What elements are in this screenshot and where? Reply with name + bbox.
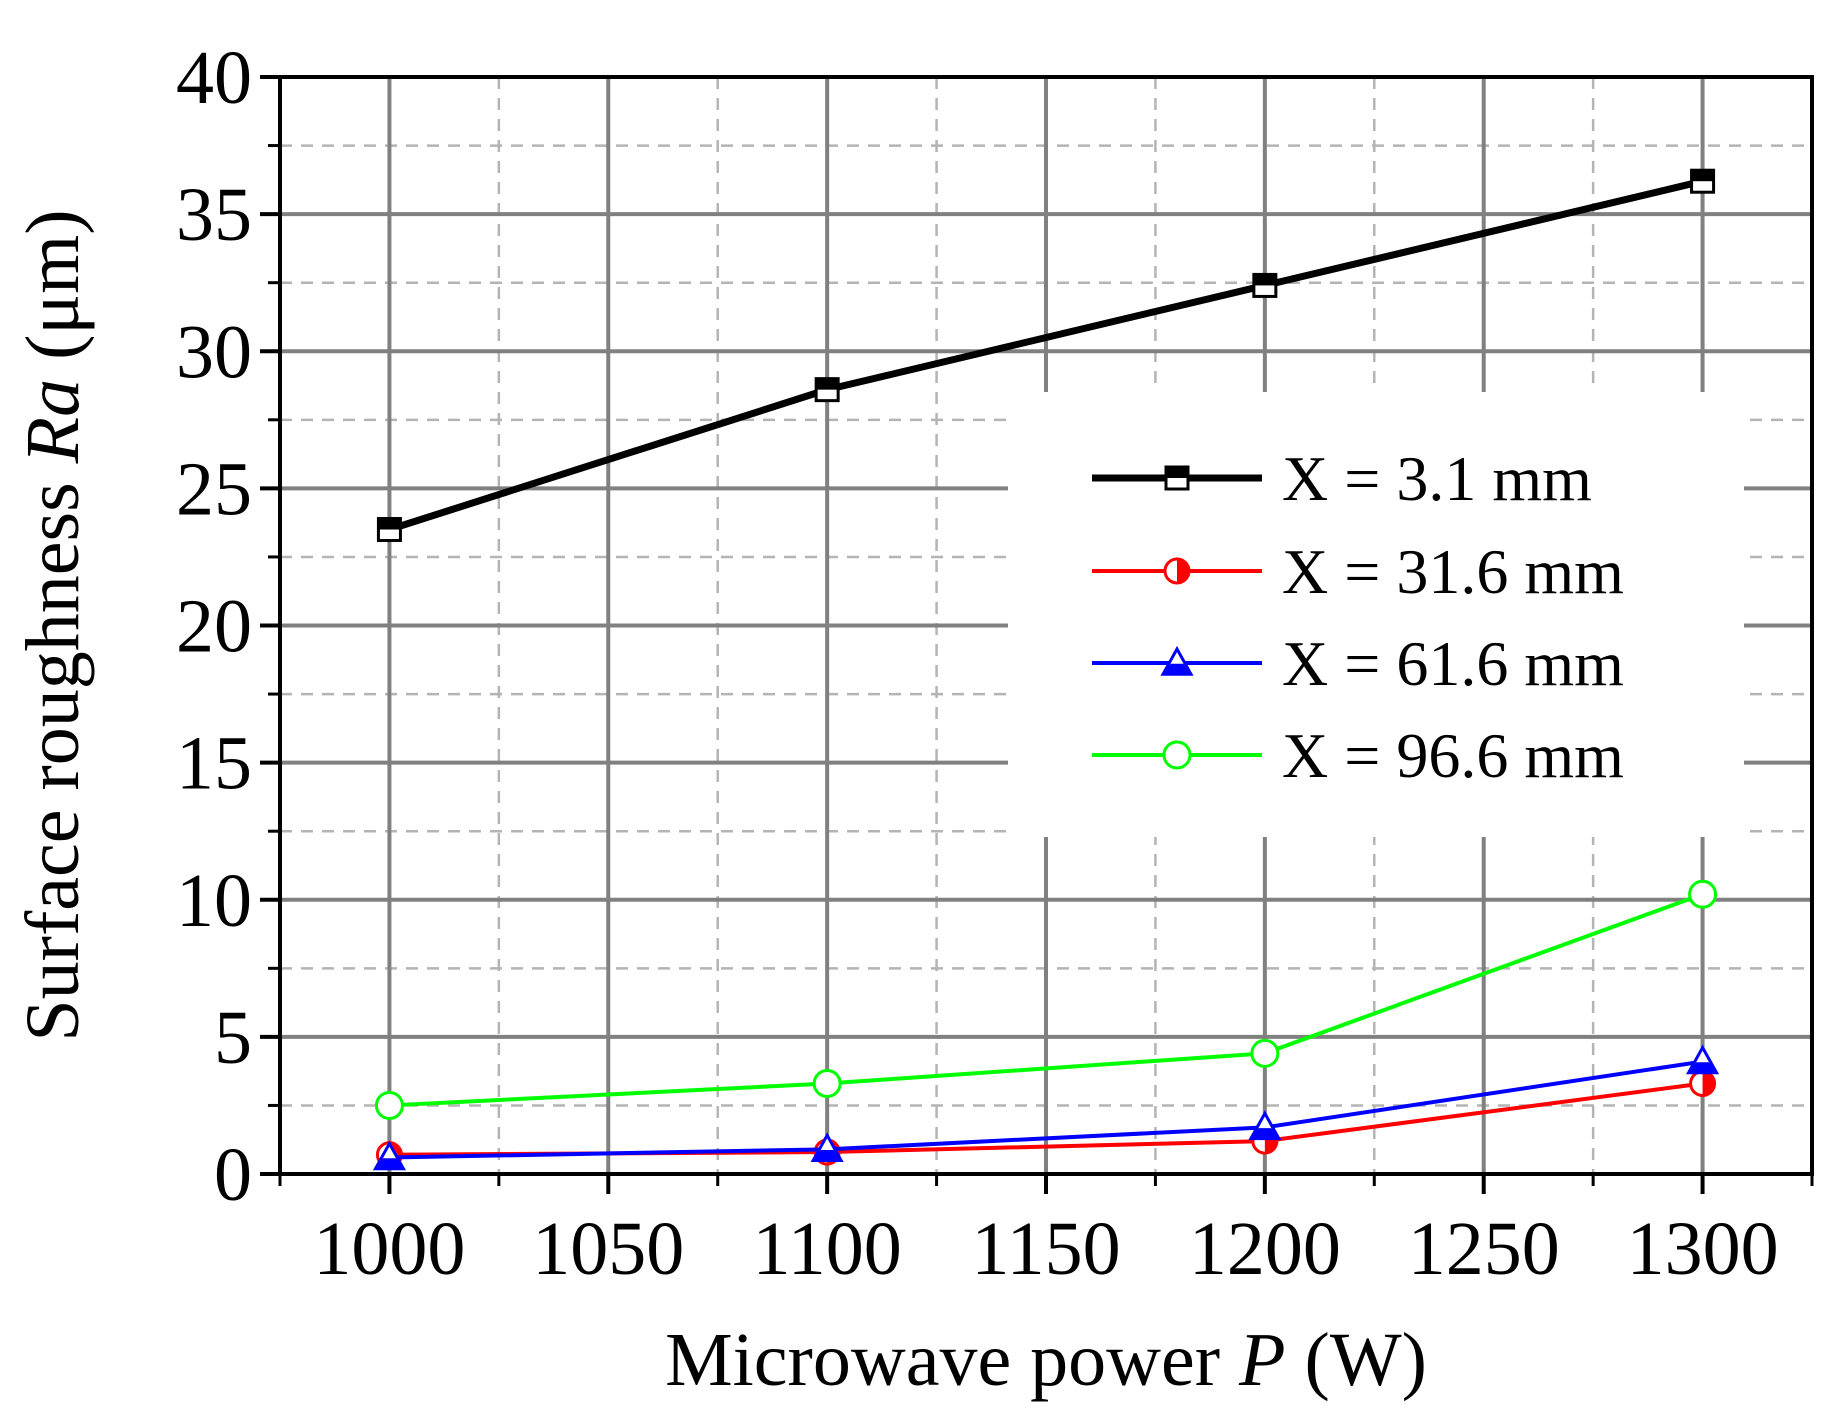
x-tick-label: 1100 bbox=[753, 1207, 902, 1291]
legend-background bbox=[1008, 392, 1744, 837]
y-tick-label: 10 bbox=[176, 859, 252, 943]
series-line-3 bbox=[389, 1059, 1703, 1160]
data-point bbox=[1690, 168, 1716, 194]
legend-marker bbox=[1163, 557, 1191, 585]
x-tick-label: 1000 bbox=[313, 1207, 465, 1291]
x-tick-label: 1250 bbox=[1408, 1207, 1560, 1291]
tick-labels: 1000 1050 1100 1150 1200 1250 1300 0 5 10 15 20 25 30… bbox=[176, 36, 1779, 1291]
legend: X = 3.1 mm X = 31.6 mm X = 61.6 mm X = 96.6… bbox=[1092, 443, 1624, 791]
y-tick-label: 0 bbox=[214, 1133, 252, 1217]
legend-label: X = 3.1 mm bbox=[1282, 443, 1592, 514]
y-tick-label: 5 bbox=[214, 996, 252, 1080]
legend-marker bbox=[1160, 645, 1194, 676]
data-point bbox=[1250, 1038, 1280, 1068]
data-point bbox=[812, 1068, 842, 1098]
y-tick-label: 25 bbox=[176, 447, 252, 531]
legend-item: X = 61.6 mm bbox=[1092, 628, 1624, 699]
x-tick-label: 1300 bbox=[1627, 1207, 1779, 1291]
legend-label: X = 96.6 mm bbox=[1282, 720, 1624, 791]
data-point bbox=[376, 517, 402, 543]
y-tick-label: 30 bbox=[176, 310, 252, 394]
data-point bbox=[374, 1090, 404, 1120]
series-line-1 bbox=[388, 177, 1704, 533]
legend-item: X = 96.6 mm bbox=[1092, 720, 1624, 791]
data-point bbox=[1688, 879, 1718, 909]
y-tick-label: 20 bbox=[176, 585, 252, 669]
y-axis-title: Surface roughness Ra (μm) bbox=[11, 209, 95, 1041]
y-tick-label: 40 bbox=[176, 36, 252, 120]
y-tick-label: 35 bbox=[176, 173, 252, 257]
y-tick-label: 15 bbox=[176, 722, 252, 806]
data-point bbox=[1686, 1044, 1720, 1075]
axis-ticks bbox=[260, 75, 1814, 1194]
x-tick-label: 1150 bbox=[971, 1207, 1120, 1291]
series-line-4 bbox=[389, 892, 1704, 1108]
legend-marker bbox=[1162, 740, 1192, 770]
legend-marker bbox=[1164, 465, 1190, 491]
data-point bbox=[814, 377, 840, 403]
data-point bbox=[372, 1140, 406, 1171]
legend-item: X = 31.6 mm bbox=[1092, 536, 1624, 607]
x-tick-label: 1050 bbox=[532, 1207, 684, 1291]
x-tick-label: 1200 bbox=[1189, 1207, 1341, 1291]
data-point bbox=[810, 1132, 844, 1163]
series-layer bbox=[372, 168, 1720, 1171]
x-axis-title: Microwave power P (W) bbox=[665, 1318, 1427, 1402]
data-point bbox=[1248, 1110, 1282, 1141]
legend-label: X = 31.6 mm bbox=[1282, 536, 1624, 607]
legend-item: X = 3.1 mm bbox=[1092, 443, 1592, 514]
data-point bbox=[1689, 1069, 1717, 1097]
data-point bbox=[1252, 272, 1278, 298]
legend-label: X = 61.6 mm bbox=[1282, 628, 1624, 699]
